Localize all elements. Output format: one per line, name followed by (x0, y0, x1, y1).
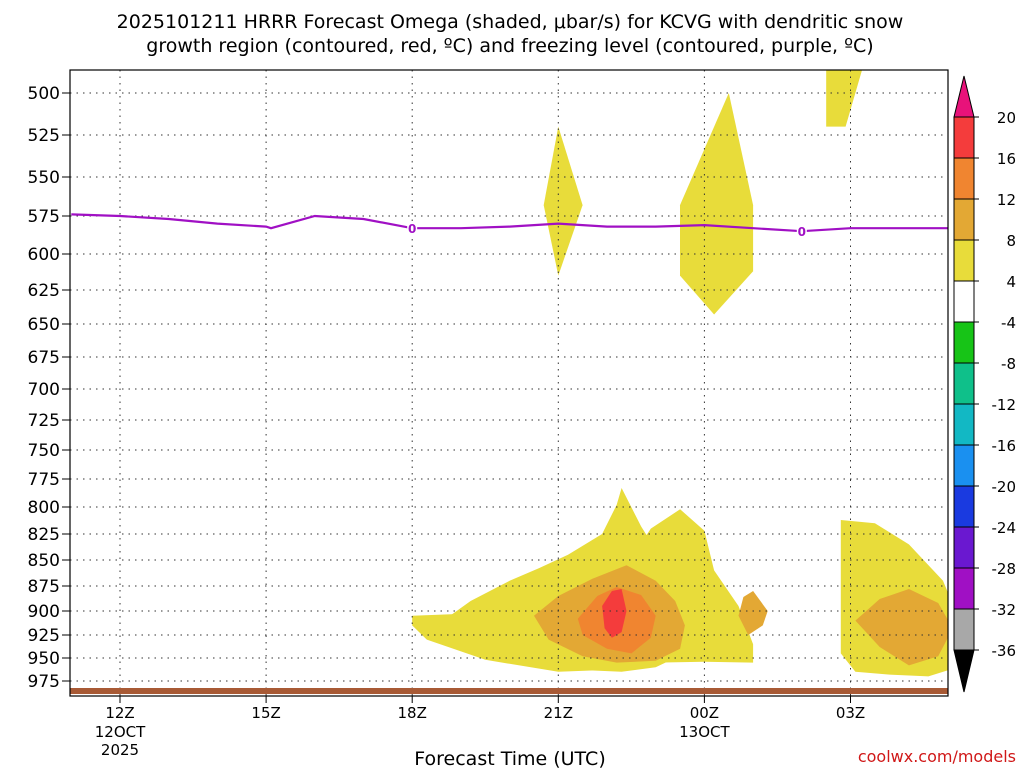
colorbar-label-8: -16 (992, 437, 1017, 455)
x-tick-label-03Z: 03Z (836, 704, 865, 722)
x-tick-date-00Z: 13OCT (679, 723, 730, 741)
x-tick-date-12Z: 12OCT (95, 723, 146, 741)
freezing-level-label-1: 0 (798, 225, 806, 239)
y-tick-label-725: 725 (28, 411, 60, 431)
credit-text: coolwx.com/models (858, 747, 1016, 766)
colorbar-bin-8 (953, 403, 975, 446)
y-tick-label-500: 500 (28, 84, 60, 104)
y-tick-label-975: 975 (28, 672, 60, 692)
omega-region-1 (680, 93, 754, 315)
y-tick-label-550: 550 (28, 168, 60, 188)
grid-lines (70, 70, 948, 696)
omega-colorbar: 20 16 12 8 4 -4 -8 -12 -16 -20 -24 -28 -32 -36 (953, 75, 1017, 693)
colorbar-bin-4 (953, 239, 975, 282)
colorbar-label-10: -24 (992, 519, 1017, 537)
freezing-level-line (71, 213, 948, 233)
colorbar-bin-1 (953, 116, 975, 159)
x-tick-label-00Z: 00Z (690, 704, 719, 722)
x-axis-title: Forecast Time (UTC) (414, 748, 605, 768)
y-tick-label-525: 525 (28, 126, 60, 146)
x-tick-label-18Z: 18Z (398, 704, 427, 722)
freezing-label-bg-1 (796, 224, 807, 239)
omega-region-8 (855, 589, 948, 666)
colorbar-bin-3 (953, 198, 975, 241)
colorbar-label-7: -12 (992, 396, 1017, 414)
colorbar-label-13: -36 (992, 642, 1017, 660)
y-tick-label-650: 650 (28, 315, 60, 335)
y-tick-label-850: 850 (28, 551, 60, 571)
terrain-surface (70, 688, 948, 694)
colorbar-bin-2 (953, 157, 975, 200)
colorbar-label-9: -20 (992, 478, 1017, 496)
colorbar-label-2: 12 (997, 191, 1016, 209)
x-tick-label-21Z: 21Z (544, 704, 573, 722)
omega-region-0 (543, 126, 583, 276)
colorbar-top-arrow (953, 75, 975, 118)
omega-shading (412, 70, 948, 677)
y-tick-label-600: 600 (28, 245, 60, 265)
colorbar-label-12: -32 (992, 601, 1017, 619)
omega-region-2 (826, 70, 863, 127)
y-tick-label-825: 825 (28, 525, 60, 545)
y-tick-label-925: 925 (28, 626, 60, 646)
freezing-level-label-0: 0 (408, 222, 416, 236)
y-tick-label-775: 775 (28, 470, 60, 490)
colorbar-bin-12 (953, 567, 975, 610)
omega-region-7 (738, 591, 768, 635)
colorbar-label-6: -8 (1001, 355, 1016, 373)
chart-title-line-1: 2025101211 HRRR Forecast Omega (shaded, … (117, 11, 904, 33)
y-tick-label-625: 625 (28, 281, 60, 301)
colorbar-bottom-arrow (953, 649, 975, 693)
y-tick-label-675: 675 (28, 348, 60, 368)
colorbar-label-4: 4 (1006, 273, 1016, 291)
colorbar-bin-11 (953, 526, 975, 569)
colorbar-bin-13 (953, 608, 975, 651)
plot-frame (69, 69, 949, 697)
colorbar-bin-7 (953, 362, 975, 405)
colorbar-bin-5 (953, 280, 975, 323)
colorbar-bin-9 (953, 444, 975, 487)
colorbar-label-11: -28 (992, 560, 1017, 578)
chart-title-line-2: growth region (contoured, red, ºC) and f… (146, 35, 873, 57)
y-tick-label-950: 950 (28, 649, 60, 669)
y-tick-label-750: 750 (28, 441, 60, 461)
y-tick-label-875: 875 (28, 577, 60, 597)
x-tick-label-12Z: 12Z (105, 704, 134, 722)
x-tick-year-12Z: 2025 (101, 741, 139, 759)
x-tick-label-15Z: 15Z (251, 704, 280, 722)
colorbar-label-5: -4 (1001, 314, 1016, 332)
y-tick-label-800: 800 (28, 498, 60, 518)
colorbar-label-0: 20 (997, 109, 1016, 127)
colorbar-bin-6 (953, 321, 975, 364)
terrain-band (70, 688, 948, 694)
omega-region-10 (602, 589, 627, 638)
y-tick-label-900: 900 (28, 602, 60, 622)
colorbar-label-3: 8 (1006, 232, 1016, 250)
pressure-axis: 500 525 550 575 600 625 650 675 700 725 750 775 800 8… (28, 84, 70, 692)
colorbar-bin-10 (953, 485, 975, 528)
colorbar-label-1: 16 (997, 150, 1016, 168)
y-tick-label-575: 575 (28, 207, 60, 227)
y-tick-label-700: 700 (28, 380, 60, 400)
freezing-label-bg-0 (407, 221, 418, 236)
